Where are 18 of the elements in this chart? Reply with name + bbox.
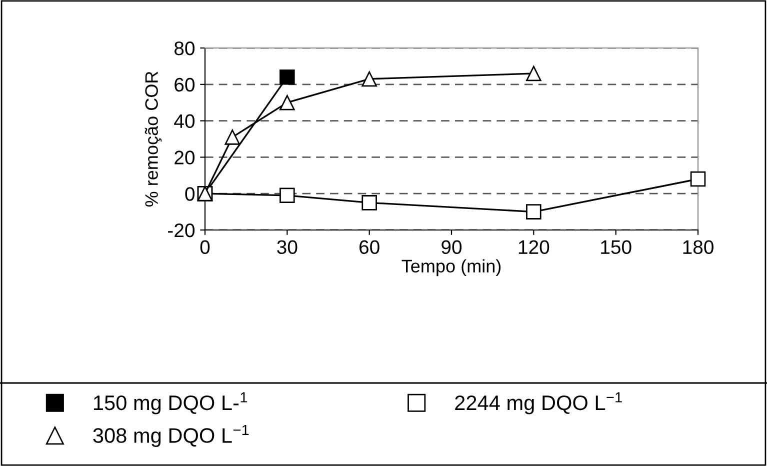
- y-axis-title: % remoção COR: [144, 72, 162, 207]
- x-tick-label: 0: [200, 240, 210, 254]
- y-tick-label: 40: [174, 114, 195, 128]
- y-tick-label: -20: [168, 223, 195, 238]
- x-axis-title: Tempo (min): [402, 259, 501, 276]
- x-tick-label: 120: [518, 240, 550, 254]
- x-tick-label: 150: [601, 240, 632, 254]
- y-tick-label: 0: [185, 187, 195, 201]
- x-tick-label: 90: [442, 240, 462, 254]
- y-tick-label: 80: [174, 41, 195, 56]
- y-tick-label: 60: [174, 78, 195, 92]
- y-tick-label: 20: [174, 150, 195, 164]
- legend-label: 308 mg DQO L$^{−1}$: [93, 424, 249, 448]
- legend-label: 2244 mg DQO L$^{−1}$: [455, 392, 622, 414]
- x-tick-label: 180: [683, 240, 714, 254]
- x-tick-label: 60: [360, 240, 380, 254]
- legend-label: 150 mg DQO L-$^{1}$: [94, 392, 248, 414]
- x-tick-label: 30: [277, 240, 298, 254]
